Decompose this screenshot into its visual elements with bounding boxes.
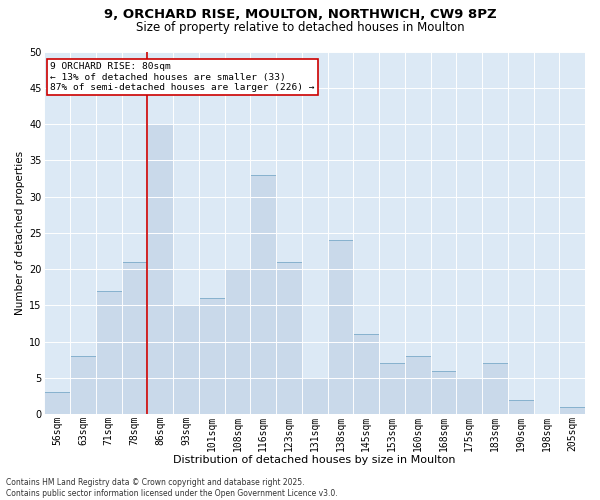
Bar	[328, 240, 353, 414]
Bar	[70, 356, 96, 414]
Bar	[559, 407, 585, 414]
Text: 9 ORCHARD RISE: 80sqm
← 13% of detached houses are smaller (33)
87% of semi-deta: 9 ORCHARD RISE: 80sqm ← 13% of detached …	[50, 62, 314, 92]
Bar	[199, 298, 224, 414]
Y-axis label: Number of detached properties: Number of detached properties	[15, 151, 25, 315]
Bar	[250, 175, 276, 414]
Text: 9, ORCHARD RISE, MOULTON, NORTHWICH, CW9 8PZ: 9, ORCHARD RISE, MOULTON, NORTHWICH, CW9…	[104, 8, 496, 20]
Text: Contains HM Land Registry data © Crown copyright and database right 2025.
Contai: Contains HM Land Registry data © Crown c…	[6, 478, 338, 498]
Bar	[173, 306, 199, 414]
Text: Size of property relative to detached houses in Moulton: Size of property relative to detached ho…	[136, 21, 464, 34]
Bar	[456, 378, 482, 414]
Bar	[276, 262, 302, 414]
Bar	[302, 378, 328, 414]
Bar	[224, 269, 250, 414]
Bar	[148, 124, 173, 414]
Bar	[508, 400, 533, 414]
Bar	[379, 364, 405, 414]
Bar	[96, 291, 122, 414]
Bar	[353, 334, 379, 414]
Bar	[405, 356, 431, 414]
X-axis label: Distribution of detached houses by size in Moulton: Distribution of detached houses by size …	[173, 455, 456, 465]
Bar	[482, 364, 508, 414]
Bar	[122, 262, 148, 414]
Bar	[44, 392, 70, 414]
Bar	[431, 370, 456, 414]
